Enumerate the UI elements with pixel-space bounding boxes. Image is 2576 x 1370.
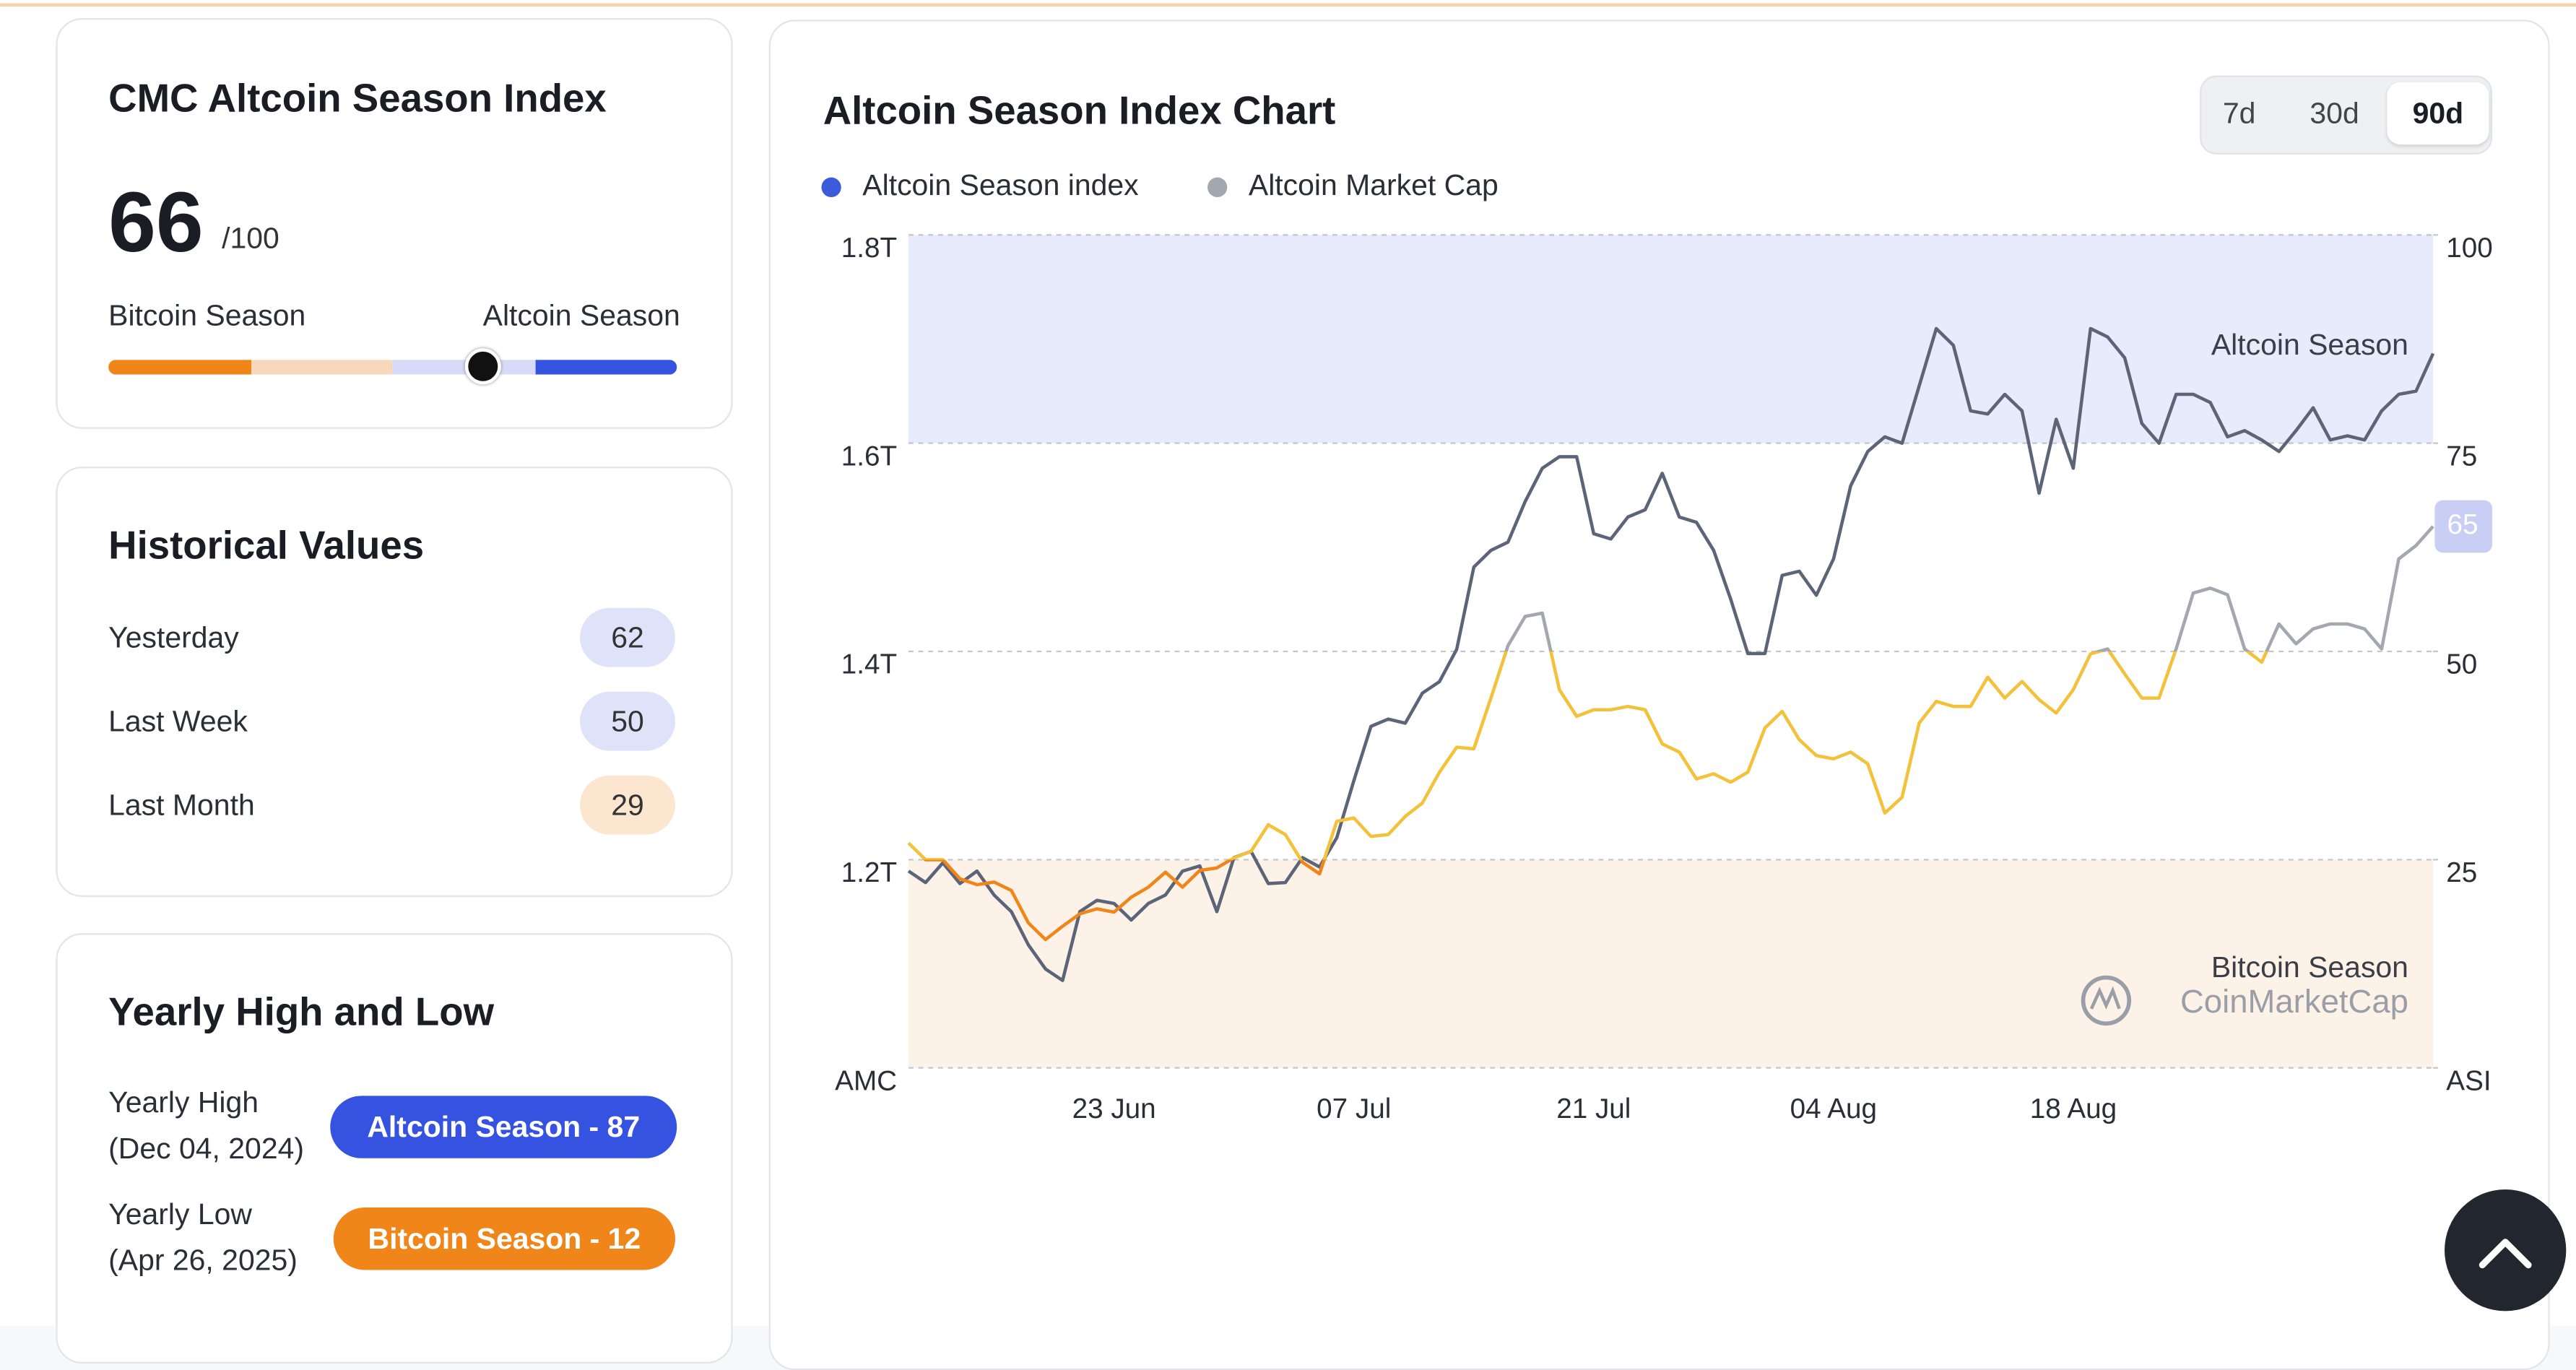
x-tick-label: 21 Jul [1556,1093,1631,1124]
watermark-logo [2089,986,2121,1010]
season-badge: Bitcoin Season - 12 [333,1208,675,1270]
y2-tick-label: 50 [2446,649,2477,680]
band-label: Bitcoin Season [2211,950,2408,984]
series-line [907,326,2435,982]
summary-card: CMC Altcoin Season Index 66 /100 Bitcoin… [56,18,733,429]
season-band [908,859,2434,1068]
scroll-top-icon [2479,1239,2532,1269]
y-tick-label: 1.8T [841,233,897,264]
y-tick-label: 1.2T [841,857,897,888]
last-value-badge [2434,500,2492,553]
card-title: CMC Altcoin Season Index [108,77,607,122]
x-tick-label: 04 Aug [1790,1093,1877,1124]
legend-label: Altcoin Season index [862,168,1139,201]
gauge-knob [465,348,502,385]
range-tab[interactable]: 30d [2310,97,2359,130]
y-tick-label: 1.4T [841,649,897,680]
row-label: Last Month [108,788,255,822]
index-max: /100 [222,222,279,255]
row-date: (Dec 04, 2024) [108,1132,305,1165]
season-badge: Altcoin Season - 87 [330,1096,677,1158]
band-label: Altcoin Season [2211,328,2408,361]
value-pill: 62 [580,607,675,667]
season-band [908,235,2434,443]
card-title: Historical Values [108,524,425,569]
x-tick-label: 23 Jun [1072,1093,1156,1124]
row-label: Yearly Low [108,1197,252,1231]
watermark: CoinMarketCap [2180,983,2408,1020]
last-value-label: 65 [2447,509,2479,540]
series-line [907,525,2434,942]
row-label: Yesterday [108,620,239,654]
range-tab[interactable]: 90d [2387,82,2489,145]
legend-dot [821,177,841,197]
y-tick-label: 1.6T [841,441,897,472]
yearly-card: Yearly High and Low Yearly High (Dec 04, … [56,933,733,1364]
row-date: (Apr 26, 2025) [108,1244,298,1277]
y-tick-label: AMC [835,1065,897,1096]
scroll-top-button[interactable] [2445,1189,2567,1312]
range-tab[interactable]: 7d [2222,97,2256,130]
row-label: Last Week [108,704,248,738]
legend-dot [1207,177,1228,197]
y2-tick-label: ASI [2446,1065,2491,1096]
watermark-logo [2081,975,2132,1026]
card-title: Yearly High and Low [108,990,495,1036]
row-label: Yearly High [108,1085,259,1119]
x-tick-label: 07 Jul [1317,1093,1391,1124]
gauge-left-label: Bitcoin Season [108,299,306,332]
index-value: 66 [108,175,204,272]
chart-title: Altcoin Season Index Chart [823,88,1336,132]
y2-tick-label: 75 [2446,441,2477,472]
x-tick-label: 18 Aug [2030,1093,2117,1124]
gauge-right-label: Altcoin Season [482,299,680,332]
value-pill: 50 [580,691,675,751]
y2-tick-label: 25 [2446,857,2477,888]
chart: Altcoin Season Index Chart Altcoin Seaso… [821,88,2493,1124]
top-border [0,3,2576,7]
value-pill: 29 [580,775,675,835]
page: CMC Altcoin Season Index 66 /100 Bitcoin… [0,3,2576,1370]
legend-label: Altcoin Market Cap [1249,168,1499,201]
y2-tick-label: 100 [2446,233,2493,264]
historical-card: Historical Values Yesterday 62 Last Week 50… [56,467,733,898]
